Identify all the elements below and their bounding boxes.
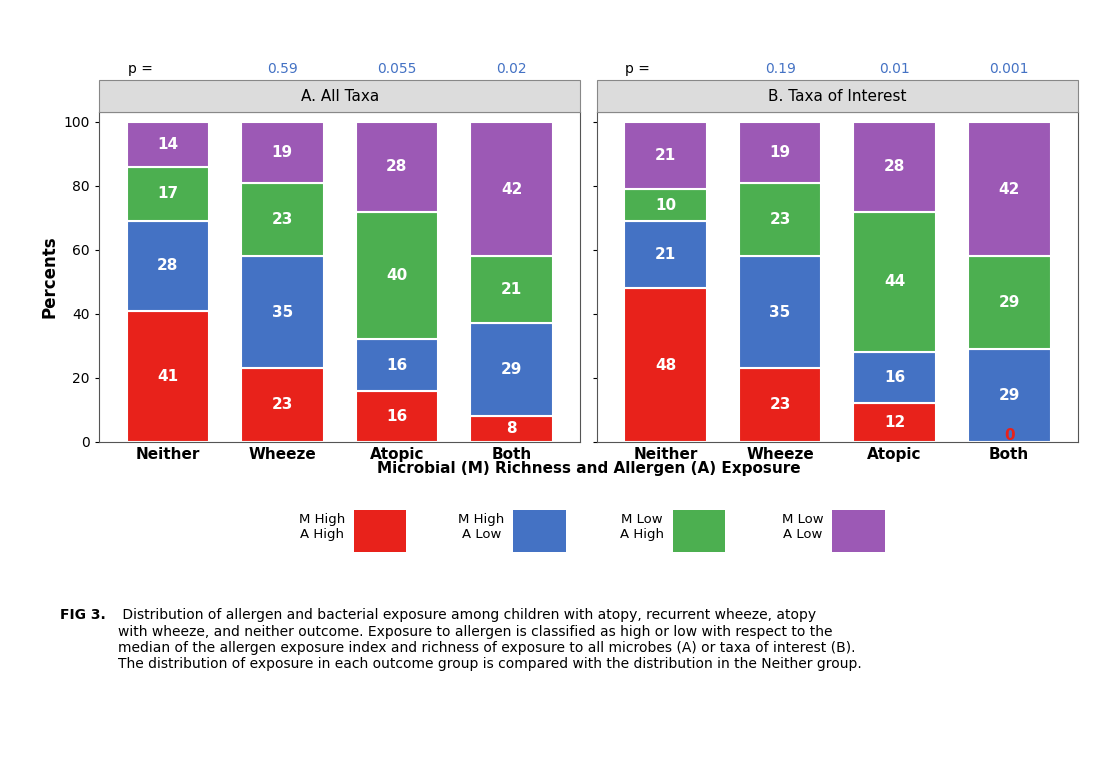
Bar: [126, 311, 209, 442]
Bar: [471, 416, 553, 442]
Text: M High
A High: M High A High: [298, 513, 345, 541]
Bar: [126, 122, 209, 167]
Bar: [241, 368, 323, 442]
Bar: [854, 403, 936, 442]
Bar: [625, 288, 706, 442]
Bar: [854, 122, 936, 212]
Bar: [625, 189, 706, 221]
Text: 23: 23: [769, 212, 791, 227]
Text: Microbial (M) Richness and Allergen (A) Exposure: Microbial (M) Richness and Allergen (A) …: [376, 461, 801, 476]
Bar: [968, 349, 1050, 442]
Bar: [471, 257, 553, 323]
Bar: [355, 122, 438, 212]
Text: 0: 0: [1004, 429, 1014, 443]
Text: 17: 17: [157, 187, 178, 202]
Text: 16: 16: [884, 370, 905, 385]
Text: 0.19: 0.19: [764, 62, 795, 76]
Text: 41: 41: [157, 369, 178, 384]
Text: 35: 35: [770, 305, 791, 320]
Text: 23: 23: [272, 212, 293, 227]
Text: 42: 42: [999, 181, 1020, 197]
Text: 42: 42: [500, 181, 522, 197]
Text: 44: 44: [884, 274, 905, 289]
Text: A. All Taxa: A. All Taxa: [300, 88, 378, 104]
Text: M Low
A High: M Low A High: [620, 513, 664, 541]
Bar: [355, 339, 438, 391]
Text: 10: 10: [654, 198, 676, 212]
Text: 0.001: 0.001: [990, 62, 1028, 76]
Text: 40: 40: [386, 268, 407, 283]
Text: 28: 28: [884, 159, 905, 174]
Bar: [241, 122, 323, 183]
Text: 23: 23: [769, 398, 791, 412]
Bar: [471, 122, 553, 257]
Text: 23: 23: [272, 398, 293, 412]
Text: 8: 8: [506, 422, 517, 436]
Text: B. Taxa of Interest: B. Taxa of Interest: [768, 88, 906, 104]
Text: 16: 16: [386, 408, 407, 424]
Bar: [355, 391, 438, 442]
Bar: [126, 221, 209, 311]
Text: 0.59: 0.59: [267, 62, 298, 76]
Bar: [625, 122, 706, 189]
Text: 12: 12: [884, 415, 905, 430]
Bar: [968, 122, 1050, 257]
Bar: [471, 323, 553, 416]
Bar: [854, 352, 936, 403]
Bar: [739, 122, 822, 183]
Text: 0.02: 0.02: [496, 62, 527, 76]
Text: 14: 14: [157, 137, 178, 152]
Y-axis label: Percents: Percents: [40, 236, 58, 319]
Bar: [739, 257, 822, 368]
Bar: [625, 221, 706, 288]
Text: 29: 29: [999, 295, 1020, 310]
Text: 29: 29: [999, 388, 1020, 403]
Text: p =: p =: [626, 62, 650, 76]
Text: Distribution of allergen and bacterial exposure among children with atopy, recur: Distribution of allergen and bacterial e…: [118, 608, 861, 671]
Text: 48: 48: [654, 357, 676, 373]
Bar: [739, 368, 822, 442]
Text: 19: 19: [770, 145, 791, 160]
Bar: [968, 257, 1050, 349]
Bar: [241, 257, 323, 368]
Text: 21: 21: [500, 282, 522, 298]
Bar: [241, 183, 323, 257]
Text: 28: 28: [157, 258, 178, 274]
Text: 21: 21: [654, 148, 676, 163]
Text: 19: 19: [272, 145, 293, 160]
Text: FIG 3.: FIG 3.: [60, 608, 107, 622]
Text: M High
A Low: M High A Low: [458, 513, 505, 541]
Bar: [355, 212, 438, 339]
Bar: [854, 212, 936, 352]
Bar: [739, 183, 822, 257]
Bar: [126, 167, 209, 221]
Text: p =: p =: [128, 62, 153, 76]
Text: 0.055: 0.055: [377, 62, 417, 76]
Text: 16: 16: [386, 357, 407, 373]
Text: 0.01: 0.01: [879, 62, 910, 76]
Text: 35: 35: [272, 305, 293, 320]
Text: 28: 28: [386, 159, 408, 174]
Text: 21: 21: [654, 247, 676, 262]
Text: 29: 29: [500, 362, 522, 377]
Text: M Low
A Low: M Low A Low: [782, 513, 823, 541]
